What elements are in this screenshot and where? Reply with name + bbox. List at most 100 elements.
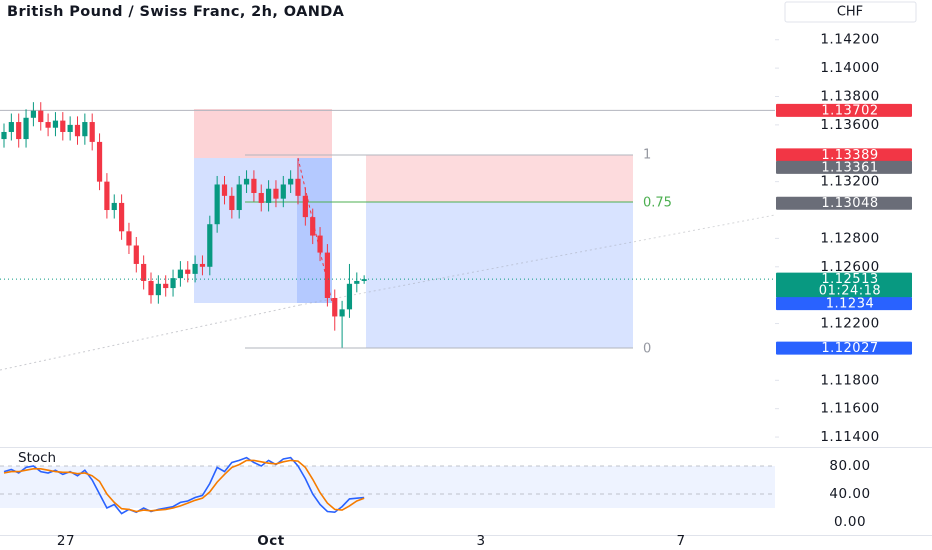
candle-body xyxy=(111,202,117,211)
countdown: 01:24:18 xyxy=(819,284,881,299)
price-tag xyxy=(776,103,912,117)
trend-line xyxy=(299,214,776,306)
price-tag-label: 1.13361 xyxy=(821,160,878,175)
candle-body xyxy=(52,120,59,128)
candle-body xyxy=(185,269,191,274)
target-zone xyxy=(366,202,633,348)
candle-body xyxy=(148,280,154,296)
candle-body xyxy=(302,195,308,218)
y-tick-label: 0.00 xyxy=(834,514,866,530)
y-tick-label: 40.00 xyxy=(829,486,870,502)
candle-body xyxy=(266,188,272,203)
stop-zone xyxy=(366,155,633,202)
price-tag xyxy=(776,297,912,311)
price-tag-label: 1.12513 xyxy=(821,272,878,287)
candle-body xyxy=(155,283,161,296)
price-tag xyxy=(776,341,912,355)
candle-body xyxy=(74,124,81,137)
candle-body xyxy=(207,224,213,267)
stoch-band xyxy=(0,466,775,508)
y-tick-label: 1.12200 xyxy=(820,316,879,332)
stoch-line xyxy=(3,459,365,513)
currency[interactable]: CHF xyxy=(837,5,863,20)
candle-body xyxy=(346,283,353,310)
y-tick-label: 1.14000 xyxy=(820,60,879,76)
price-tag xyxy=(776,148,912,162)
candle-body xyxy=(119,202,125,232)
currency-box[interactable] xyxy=(784,1,917,23)
price-tag-label: 1.1234 xyxy=(826,297,875,312)
y-tick-label: 1.12800 xyxy=(820,230,879,246)
candle-body xyxy=(192,263,198,274)
candle-body xyxy=(1,131,7,140)
candle-body xyxy=(96,141,103,182)
price-tag-label: 1.13048 xyxy=(821,196,878,211)
candle-body xyxy=(354,280,360,284)
y-tick-label: 1.14200 xyxy=(820,32,879,48)
fib-label: 0 xyxy=(643,342,651,357)
candle-body xyxy=(273,188,279,199)
candle-body xyxy=(236,184,242,211)
indicator-pane: 0.00 40.00 80.00 xyxy=(0,456,870,530)
fib-label: 1 xyxy=(643,148,651,163)
price-pane: 1.14200 1.14000 1.13800 1.13600 1.13200 1.128… xyxy=(0,32,912,445)
y-tick-label: 1.13600 xyxy=(820,117,879,133)
y-tick-label: 1.13200 xyxy=(820,174,879,190)
time-label: 7 xyxy=(676,533,685,549)
candle-body xyxy=(199,263,206,267)
price-tag-label: 1.13702 xyxy=(821,103,878,118)
candle-body xyxy=(67,124,73,132)
candle-body xyxy=(251,178,257,193)
stop-zone xyxy=(194,109,332,158)
candle-body xyxy=(339,309,345,317)
time-label: 3 xyxy=(476,533,485,549)
candle-body xyxy=(38,110,44,123)
candle-body xyxy=(324,252,330,298)
candle-body xyxy=(133,245,139,264)
price-tag-label: 1.12027 xyxy=(821,341,878,356)
candle-body xyxy=(30,110,36,118)
candle-body xyxy=(317,235,323,253)
indicator-name: Stoch xyxy=(18,450,56,466)
candle-body xyxy=(104,181,110,211)
candle-body xyxy=(141,263,147,281)
candle-body xyxy=(23,117,29,140)
price-tag xyxy=(776,160,912,174)
time-label: 27 xyxy=(57,533,75,549)
time-label: Oct xyxy=(257,533,284,549)
price-tag xyxy=(776,272,912,298)
candle-body xyxy=(126,231,132,246)
candle-body xyxy=(361,279,367,281)
y-tick-label: 1.11600 xyxy=(820,401,879,417)
fib-label: 0.75 xyxy=(643,196,672,211)
candle-body xyxy=(221,184,228,196)
candle-body xyxy=(214,184,220,225)
candle-body xyxy=(332,298,338,317)
candle-body xyxy=(288,178,294,185)
y-tick-label: 1.12600 xyxy=(820,259,879,275)
candle-body xyxy=(258,192,264,203)
y-tick-label: 1.13800 xyxy=(820,88,879,104)
chart-title: British Pound / Swiss Franc, 2h, OANDA xyxy=(7,4,345,20)
candle-body xyxy=(295,178,301,196)
candle-body xyxy=(229,195,235,211)
trend-line xyxy=(0,304,301,371)
candle-body xyxy=(89,122,95,142)
price-tag-label: 1.13389 xyxy=(821,148,878,163)
candle-body xyxy=(45,122,51,128)
candle-body xyxy=(243,178,250,185)
candle-body xyxy=(310,217,316,236)
candle-body xyxy=(82,122,88,137)
candle-body xyxy=(280,184,286,199)
candle-body xyxy=(16,122,22,140)
candle-body xyxy=(163,283,169,289)
candle-body xyxy=(8,122,14,132)
y-tick-label: 1.11400 xyxy=(820,429,879,445)
candle-body xyxy=(170,278,176,289)
stoch-line xyxy=(3,456,365,515)
y-tick-label: 80.00 xyxy=(829,458,870,474)
candle-body xyxy=(60,120,66,132)
price-tag xyxy=(776,196,912,210)
candle-body xyxy=(177,269,183,279)
